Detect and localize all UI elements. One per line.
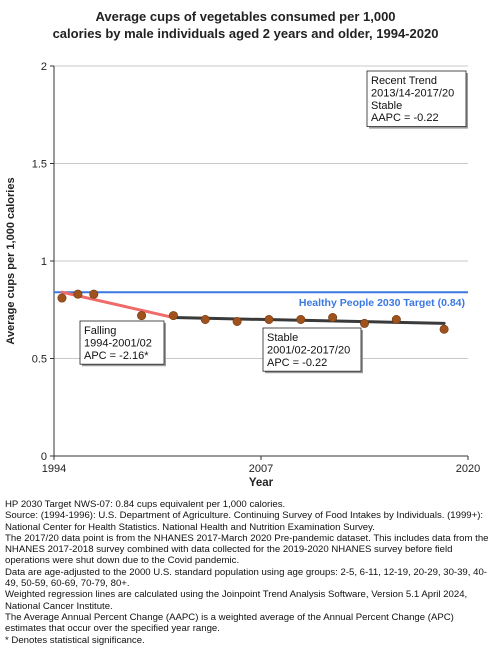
annotation-line: 1994-2001/02	[84, 337, 152, 349]
annotation-line: Falling	[84, 325, 116, 337]
footnote-1: HP 2030 Target NWS-07: 0.84 cups equival…	[5, 499, 286, 510]
footnote-7: * Denotes statistical significance.	[5, 634, 145, 646]
annotation-box	[366, 70, 467, 127]
chart-title-line-1: Average cups of vegetables consumed per …	[95, 9, 396, 24]
data-point	[137, 311, 147, 321]
y-tick-label: 1.5	[32, 159, 47, 171]
annotation-line: APC = -0.22	[267, 357, 327, 369]
data-point	[168, 311, 178, 321]
x-tick-label: 2007	[249, 463, 273, 475]
footnote-4: Data are age-adjusted to the 2000 U.S. s…	[5, 566, 487, 590]
data-point	[89, 289, 99, 299]
data-point	[232, 316, 242, 326]
data-point	[264, 314, 274, 324]
y-tick-label: 1	[41, 256, 47, 268]
footnotes: HP 2030 Target NWS-07: 0.84 cups equival…	[5, 499, 489, 646]
data-point	[296, 314, 306, 324]
trend-segment-2	[171, 316, 446, 325]
data-point	[328, 313, 338, 323]
data-point	[73, 289, 83, 299]
data-point	[391, 314, 401, 324]
y-tick-label: 0	[41, 451, 47, 463]
annotation-line: 2013/14-2017/20	[371, 87, 454, 99]
y-axis-label: Average cups per 1,000 calories	[5, 177, 17, 344]
data-point	[200, 314, 210, 324]
footnote-2: Source: (1994-1996): U.S. Department of …	[5, 510, 484, 533]
x-tick-label: 2020	[456, 463, 480, 475]
annotation-box	[262, 327, 362, 372]
y-tick-label: 0.5	[32, 354, 47, 366]
x-tick-label: 1994	[42, 463, 66, 475]
axis-ticks: 0 0.5 1 1.5 2 1994 2007 2020	[32, 61, 481, 475]
data-point	[57, 293, 67, 303]
chart-plot: 0 0.5 1 1.5 2 1994 2007 2020 Average cups per 1…	[5, 61, 481, 489]
data-points	[57, 289, 449, 334]
target-label: Healthy People 2030 Target (0.84)	[299, 297, 465, 309]
x-axis-label: Year	[249, 477, 274, 489]
annotation-line: Stable	[371, 100, 402, 112]
annotation-line: Stable	[267, 332, 298, 344]
footnote-5: Weighted regression lines are calculated…	[5, 589, 468, 612]
annotation-line: 2001/02-2017/20	[267, 344, 350, 356]
y-tick-label: 2	[41, 61, 47, 73]
data-point	[359, 318, 369, 328]
data-point	[439, 324, 449, 334]
annotation-line: Recent Trend	[371, 75, 437, 87]
annotation-line: AAPC = -0.22	[371, 112, 439, 124]
chart-title-line-2: calories by male individuals aged 2 year…	[52, 26, 439, 41]
annotation-line: APC = -2.16*	[84, 350, 149, 362]
annotation-box	[79, 320, 165, 365]
footnote-3: The 2017/20 data point is from the NHANE…	[5, 532, 489, 567]
chart-title: Average cups of vegetables consumed per …	[0, 8, 491, 42]
footnote-6: The Average Annual Percent Change (AAPC)…	[5, 611, 454, 635]
